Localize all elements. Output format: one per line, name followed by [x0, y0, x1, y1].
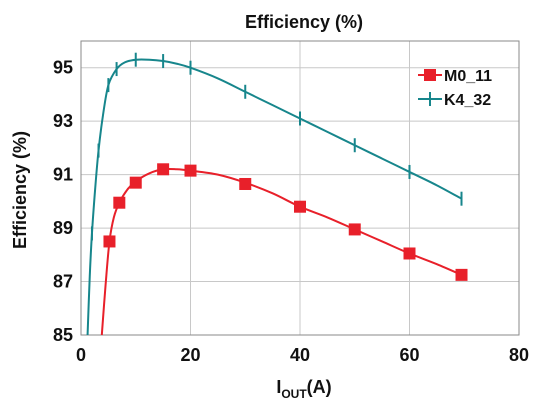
series-line — [86, 58, 462, 336]
x-tick-label: 80 — [509, 345, 529, 365]
legend-entry-m0-11: M0_11 — [418, 68, 492, 85]
data-point-marker — [239, 177, 252, 190]
y-tick-label: 89 — [53, 218, 73, 238]
legend: M0_11 K4_32 — [418, 68, 492, 109]
series-layer — [86, 52, 468, 336]
data-point-marker — [129, 176, 142, 189]
data-point-marker — [348, 223, 361, 236]
axis-ticks: 0 20 40 60 80 85 87 89 91 93 95 — [53, 58, 529, 365]
y-tick-label: 87 — [53, 272, 73, 292]
x-axis-title: IOUT(A) — [276, 377, 331, 401]
chart-title: Efficiency (%) — [245, 12, 363, 32]
legend-marker-m0-11 — [424, 69, 436, 81]
series-k4-32 — [86, 52, 463, 336]
plot-area-frame — [80, 40, 520, 336]
y-tick-label: 93 — [53, 111, 73, 131]
legend-label-k4-32: K4_32 — [444, 92, 491, 109]
data-point-marker — [455, 268, 468, 281]
x-axis-title-main: I — [276, 377, 281, 397]
x-axis-title-subscript: OUT — [281, 387, 307, 401]
x-tick-label: 20 — [180, 345, 200, 365]
data-point-marker — [103, 235, 116, 248]
legend-label-m0-11: M0_11 — [444, 68, 492, 85]
y-tick-label: 91 — [53, 165, 73, 185]
x-tick-label: 60 — [399, 345, 419, 365]
grid-lines — [81, 41, 519, 335]
legend-entry-k4-32: K4_32 — [418, 92, 491, 109]
x-tick-label: 40 — [290, 345, 310, 365]
x-tick-label: 0 — [76, 345, 86, 365]
data-point-marker — [294, 200, 306, 213]
data-point-marker — [184, 164, 197, 177]
x-axis-title-unit: (A) — [307, 377, 332, 397]
y-axis-title: Efficiency (%) — [10, 131, 30, 249]
data-point-marker — [403, 247, 416, 260]
series-m0-11 — [100, 163, 468, 336]
y-tick-label: 95 — [53, 58, 73, 78]
y-tick-label: 85 — [53, 325, 73, 345]
data-point-marker — [113, 196, 126, 209]
data-point-marker — [157, 163, 170, 176]
